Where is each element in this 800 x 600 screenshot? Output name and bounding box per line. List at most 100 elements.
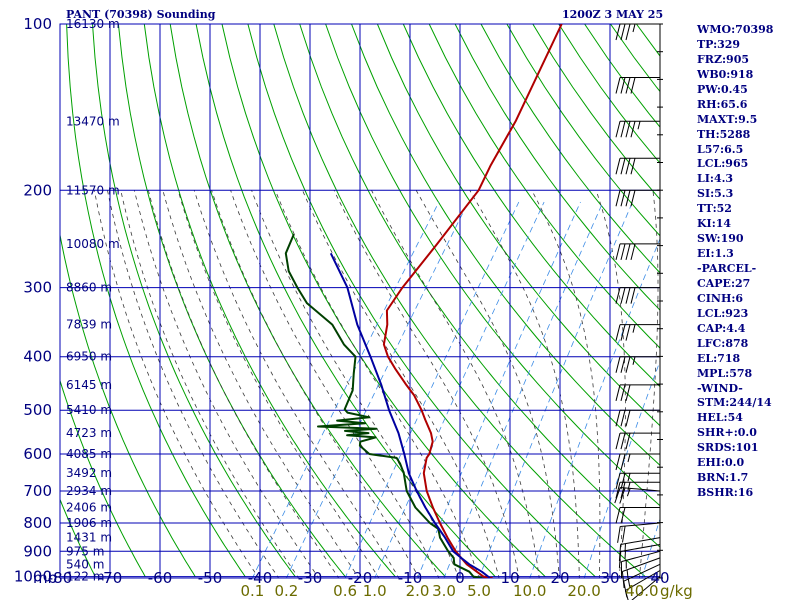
index-item: PW:0.45	[697, 82, 748, 96]
temperature-trace	[382, 24, 563, 578]
wind-barb	[615, 77, 660, 94]
index-item: SRDS:101	[697, 441, 759, 455]
wind-barb-feather	[615, 507, 621, 524]
index-item: EI:1.3	[697, 247, 734, 261]
index-item: WB0:918	[697, 67, 754, 81]
height-label: 10080 m	[66, 237, 120, 251]
temperature-tick-label: -50	[198, 569, 223, 587]
dry-adiabat	[428, 24, 660, 349]
moist-adiabat	[302, 190, 500, 578]
wind-barb-feather	[621, 571, 625, 588]
moist-adiabat	[639, 190, 659, 578]
index-item: EHI:0.0	[697, 456, 745, 470]
index-item: CAPE:27	[697, 276, 751, 290]
moist-adiabat	[230, 190, 440, 578]
wind-barb-feather	[625, 432, 631, 450]
wind-barb-feather	[627, 482, 631, 491]
index-item: LCL:965	[697, 157, 749, 171]
wind-barb-feather	[624, 543, 626, 552]
wind-barb	[615, 243, 660, 261]
temperature-tick-label: 0	[455, 569, 465, 587]
index-item: SW:190	[697, 232, 744, 246]
mixing-ratio-line	[374, 201, 545, 578]
mixing-ratio-tick-label: 0.2	[274, 582, 298, 600]
wind-barb	[615, 287, 660, 304]
wind-barb-shaft	[625, 570, 661, 591]
wind-barb-feather	[620, 410, 626, 427]
wind-barb-feather	[618, 544, 622, 562]
moist-adiabat	[177, 190, 380, 578]
dry-adiabat	[169, 24, 446, 577]
height-label: 13470 m	[66, 114, 120, 128]
wind-barb-feather	[632, 23, 636, 33]
wind-barb-feather	[625, 287, 631, 304]
moist-adiabat	[120, 190, 300, 578]
wind-barb-feather	[620, 121, 626, 138]
index-item: CAP:4.4	[697, 321, 746, 335]
moist-adiabat	[211, 190, 420, 578]
wind-barb-feather	[620, 23, 626, 41]
moist-adiabat	[469, 190, 580, 578]
wind-barb	[615, 507, 660, 524]
mixing-ratio-tick-label: 1.0	[363, 582, 387, 600]
index-item: SI:5.3	[697, 187, 734, 201]
mixing-ratio-tick-label: 40.0	[625, 582, 658, 600]
index-item: RH:65.6	[697, 97, 748, 111]
index-item: STM:244/14	[697, 396, 772, 410]
wind-barb-feather	[627, 578, 631, 588]
wind-barb-feather	[615, 356, 621, 373]
wind-barb	[631, 576, 661, 600]
wind-barb-feather	[615, 473, 621, 490]
height-label: 11570 m	[66, 183, 120, 197]
wind-barb-feather	[630, 77, 636, 94]
wind-barb-feather	[630, 243, 636, 261]
index-item: LCL:923	[697, 306, 749, 320]
wind-barb-shaft	[620, 537, 661, 545]
wind-barb-feather	[625, 158, 631, 175]
wind-barb	[615, 481, 660, 499]
pressure-tick-label: 1000	[14, 568, 52, 586]
moist-adiabats	[94, 190, 660, 578]
pressure-tick-label: 600	[23, 445, 52, 463]
wind-barb-feather	[619, 487, 626, 504]
dry-adiabat	[325, 24, 660, 507]
index-item: HEL:54	[697, 411, 743, 425]
index-item: LI:4.3	[697, 172, 734, 186]
wind-barb-feather	[620, 190, 626, 207]
height-label: 122 m	[66, 570, 104, 584]
temperature-tick-label: -30	[298, 569, 323, 587]
mixing-ratio-line	[417, 201, 581, 578]
wind-barb-feather	[620, 473, 626, 490]
mixing-ratio-tick-label: 0.6	[333, 582, 357, 600]
dry-adiabat	[60, 378, 146, 577]
wind-barb-feather	[637, 121, 641, 130]
mixing-ratio-tick-label: 10.0	[513, 582, 546, 600]
wind-barb	[615, 324, 660, 341]
pressure-tick-label: 500	[23, 401, 52, 419]
wind-barb	[615, 23, 660, 41]
dry-adiabat	[60, 498, 96, 577]
wind-barb	[618, 537, 661, 562]
index-item: SHR+:0.0	[697, 426, 757, 440]
wind-barb	[615, 472, 660, 490]
pressure-tick-label: 200	[23, 181, 52, 199]
index-item: MAXT:9.5	[697, 112, 758, 126]
mixing-ratio-tick-label: 0.1	[240, 582, 264, 600]
wind-barb	[615, 120, 660, 138]
wind-barb-feather	[614, 487, 621, 504]
wind-barb	[617, 522, 661, 543]
wind-barb-feather	[615, 243, 621, 261]
moist-adiabat	[415, 190, 560, 578]
wind-barb-feather	[625, 121, 631, 138]
wind-barb-shaft	[622, 557, 661, 572]
moist-adiabat	[371, 190, 540, 578]
index-item: L57:6.5	[697, 142, 744, 156]
pressure-unit-label: mb	[33, 569, 57, 587]
moist-adiabat	[193, 190, 400, 578]
height-label: 6145 m	[66, 378, 112, 392]
dewpoint-trace	[284, 233, 483, 578]
wind-barb-feather	[625, 77, 631, 94]
wind-barb-shaft	[631, 576, 661, 600]
height-label: 2934 m	[66, 484, 112, 498]
